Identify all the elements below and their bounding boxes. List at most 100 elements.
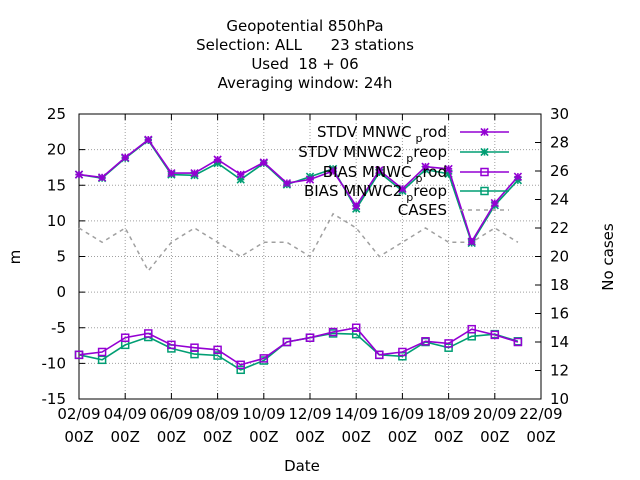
x-tick-label-time: 00Z — [111, 428, 140, 446]
legend-label: CASES — [398, 201, 447, 219]
series-2 — [74, 323, 523, 370]
data-point — [352, 201, 361, 211]
data-point — [144, 329, 153, 338]
y-tick-label: 15 — [47, 176, 66, 194]
x-tick-label-time: 00Z — [249, 428, 278, 446]
data-point — [421, 162, 430, 171]
title-line: Selection: ALL 23 stations — [196, 36, 414, 54]
x-tick-label-time: 00Z — [434, 428, 463, 446]
title-line: Geopotential 850hPa — [226, 17, 383, 35]
series-0 — [74, 135, 523, 246]
data-point — [97, 173, 107, 182]
y-axis-label: m — [6, 250, 24, 265]
x-tick-label-time: 00Z — [342, 428, 371, 446]
data-point — [513, 337, 523, 347]
series — [74, 135, 523, 375]
x-tick-label-time: 00Z — [526, 428, 555, 446]
x-axis-label: Date — [284, 457, 320, 475]
legend-label: STDV MNWC2 preop — [298, 143, 447, 165]
y-tick-label: 25 — [47, 105, 66, 123]
x-tick-label-time: 00Z — [64, 428, 93, 446]
y2-tick-label: 14 — [550, 333, 569, 351]
legend-label: STDV MNWC prod — [317, 123, 447, 145]
data-point — [97, 355, 107, 365]
data-point — [213, 155, 222, 164]
data-point — [375, 350, 384, 360]
data-point — [167, 340, 176, 350]
x-tick-label-time: 00Z — [203, 428, 232, 446]
data-point — [305, 333, 315, 342]
x-tick-label-date: 22/09 — [519, 405, 562, 423]
y2-axis-ticks: 10 12 14 16 18 20 22 24 26 28 30 — [535, 105, 569, 408]
x-tick-label-date: 16/09 — [381, 405, 424, 423]
legend-marker — [480, 167, 489, 177]
y-axis-ticks: -15 -10 -5 0 5 10 15 20 25 — [42, 105, 85, 408]
x-tick-label-date: 04/09 — [104, 405, 147, 423]
x-tick-label-date: 12/09 — [288, 405, 331, 423]
data-point — [120, 333, 130, 342]
x-tick-label-date: 02/09 — [57, 405, 100, 423]
y-tick-label: 20 — [47, 141, 66, 159]
y2-tick-label: 22 — [550, 219, 569, 237]
data-point — [282, 178, 292, 188]
legend-marker — [480, 186, 489, 196]
x-tick-label-date: 18/09 — [427, 405, 470, 423]
data-point — [467, 237, 476, 246]
data-point — [444, 164, 453, 174]
data-point — [328, 166, 338, 176]
data-point — [328, 327, 338, 337]
data-point — [305, 175, 315, 184]
title-line: Averaging window: 24h — [218, 74, 393, 92]
data-point — [190, 168, 199, 178]
legend-marker — [480, 127, 489, 137]
y2-tick-label: 28 — [550, 134, 569, 152]
x-tick-label-date: 10/09 — [242, 405, 285, 423]
y2-tick-label: 16 — [550, 305, 569, 323]
series-line — [78, 212, 519, 273]
data-point — [236, 360, 245, 370]
data-point — [444, 339, 453, 348]
y2-tick-label: 24 — [550, 191, 569, 209]
y-tick-label: -10 — [42, 354, 67, 372]
data-point — [213, 345, 222, 355]
y-tick-label: -15 — [42, 390, 67, 408]
data-point — [467, 324, 476, 334]
legend-marker — [480, 147, 489, 157]
y2-tick-label: 10 — [550, 390, 569, 408]
y-tick-label: 5 — [56, 248, 66, 266]
data-point — [490, 330, 500, 340]
y2-tick-label: 30 — [550, 105, 569, 123]
data-point — [190, 343, 199, 352]
data-point — [259, 354, 269, 363]
y-tick-label: 10 — [47, 212, 66, 230]
x-tick-label-date: 14/09 — [335, 405, 378, 423]
x-tick-label-time: 00Z — [295, 428, 324, 446]
data-point — [236, 170, 245, 179]
x-axis-ticks: 02/09 00Z 04/09 00Z 06/09 00Z 08/09 00Z 10/09 00Z… — [57, 114, 563, 446]
data-point — [121, 153, 130, 162]
y-tick-label: -5 — [51, 319, 66, 337]
series-3 — [74, 329, 523, 375]
y2-tick-label: 12 — [550, 362, 569, 380]
data-point — [490, 198, 499, 208]
x-tick-label-date: 08/09 — [196, 405, 239, 423]
legend-label: BIAS MNWC prod — [323, 163, 447, 185]
data-point — [74, 350, 84, 360]
data-point — [513, 172, 523, 181]
series-4 — [78, 212, 519, 273]
x-tick-label-date: 06/09 — [150, 405, 193, 423]
series-line — [78, 138, 519, 244]
data-point — [167, 168, 176, 178]
data-point — [421, 337, 430, 346]
data-point — [375, 166, 384, 175]
x-tick-label-time: 00Z — [480, 428, 509, 446]
x-tick-label-time: 00Z — [157, 428, 186, 446]
data-point — [398, 347, 407, 357]
data-point — [351, 323, 361, 332]
y2-tick-label: 20 — [550, 248, 569, 266]
y2-axis-label: No cases — [599, 223, 617, 291]
legend-label: BIAS MNWC2 preop — [304, 182, 447, 204]
